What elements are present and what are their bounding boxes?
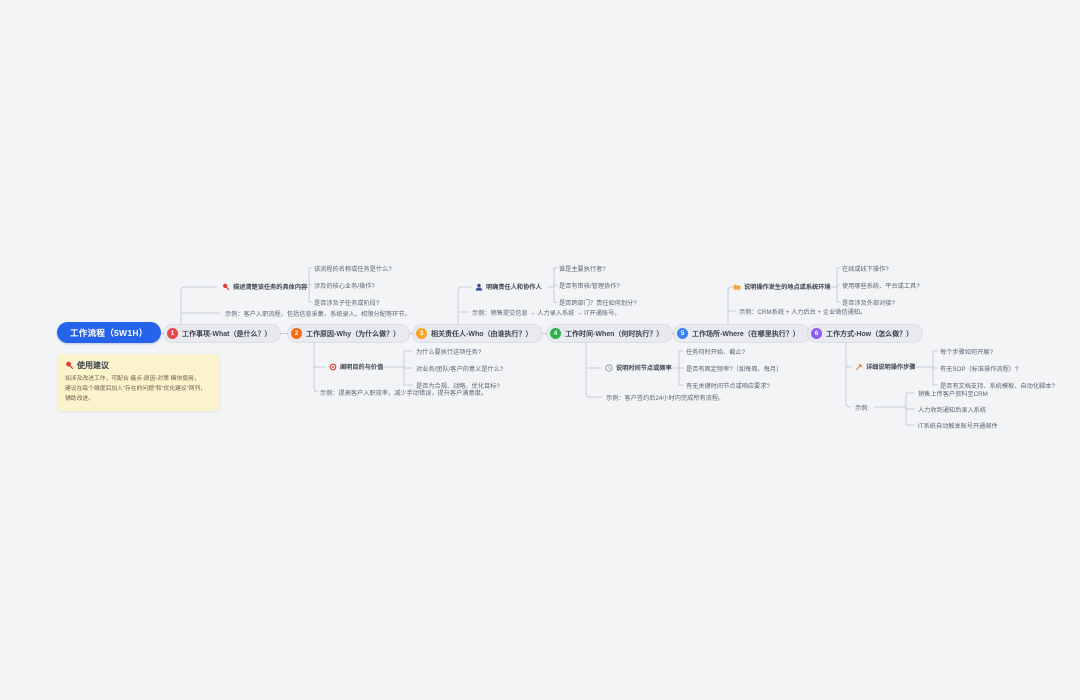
question-item[interactable]: 使用哪些系统、平台或工具? [842, 283, 920, 290]
branch-label: 工作时间-When（何时执行？） [565, 330, 664, 338]
usage-note[interactable]: 使用建议 如涉及改进工作，可配合 痛点-原因-对策 模块使用， 建议在每个维度后… [57, 354, 219, 412]
branch-label: 相关责任人-Who（由谁执行？） [431, 330, 533, 338]
question-item[interactable]: 为什么要执行这项任务? [416, 349, 482, 356]
example-step[interactable]: 销售上传客户资料至CRM [918, 391, 988, 398]
tools-icon [856, 363, 863, 370]
example-item[interactable]: 示例：客户签约后24小时内完成所有流程。 [606, 395, 725, 402]
branch-label: 工作场所-Where（在哪里执行？） [692, 330, 800, 338]
topic-what[interactable]: 描述清楚该任务的具体内容 [222, 282, 307, 291]
branch-number-badge: 6 [811, 328, 822, 339]
topic-label: 阐明目的与价值 [340, 364, 384, 371]
question-item[interactable]: 有无SOP（标准操作流程）? [940, 366, 1019, 373]
pin-icon [223, 283, 230, 290]
question-item[interactable]: 任务何时开始、截止? [686, 349, 746, 356]
folder-icon [733, 284, 741, 290]
question-item[interactable]: 涉及的核心业务/操作? [314, 283, 375, 290]
pin-icon [66, 361, 74, 370]
topic-label: 说明操作发生的地点或系统环境 [744, 284, 831, 291]
root-label: 工作流程（5W1H） [70, 327, 148, 338]
topic-where[interactable]: 说明操作发生的地点或系统环境 [733, 282, 831, 291]
note-line: 建议在每个维度后加入“存在的问题”和“优化建议”两列， [65, 386, 207, 393]
question-item[interactable]: 是否有审核/管理协作? [559, 283, 620, 290]
branch-number-badge: 3 [416, 328, 427, 339]
branch-node-how[interactable]: 6 工作方式-How（怎么做？） [808, 325, 923, 342]
question-item[interactable]: 在线或线下操作? [842, 266, 889, 273]
topic-why[interactable]: 阐明目的与价值 [329, 362, 383, 371]
example-item[interactable]: 示例：销售提交信息 → 人力录入系统 → IT开通账号。 [472, 310, 621, 317]
note-line: 辅助改进。 [65, 396, 94, 403]
branch-label: 工作事项-What（是什么？） [182, 330, 272, 338]
question-item[interactable]: 对业务/团队/客户的意义是什么? [416, 366, 504, 373]
question-item[interactable]: 是否涉及外部对接? [842, 300, 895, 307]
branch-node-who[interactable]: 3 相关责任人-Who（由谁执行？） [413, 325, 542, 342]
question-item[interactable]: 该流程的名称或任务是什么? [314, 266, 392, 273]
root-node[interactable]: 工作流程（5W1H） [57, 322, 161, 343]
question-item[interactable]: 有无关键时间节点或响应要求? [686, 383, 770, 390]
example-item[interactable]: 示例：CRM系统 + 人力后台 + 企业微信通知。 [739, 309, 867, 316]
example-item[interactable]: 示例：客户入职流程，包括信息采集、系统录入、权限分配等环节。 [225, 311, 411, 318]
question-item[interactable]: 是否涉及子任务或阶段? [314, 300, 380, 307]
question-item[interactable]: 是否跨部门？责任如何划分? [559, 300, 637, 307]
example-item[interactable]: 示例：提高客户入职效率，减少手动错误，提升客户满意度。 [320, 390, 488, 397]
topic-how[interactable]: 详细说明操作步骤 [855, 362, 916, 371]
topic-label: 说明时间节点或频率 [616, 365, 672, 372]
question-item[interactable]: 是否有固定频率?（如每周、每月） [686, 366, 783, 373]
question-item[interactable]: 每个步骤如何开展? [940, 349, 993, 356]
branch-number-badge: 5 [677, 328, 688, 339]
question-item[interactable]: 是否为合规、战略、优化目标? [416, 383, 500, 390]
topic-label: 明确责任人和协作人 [486, 284, 542, 291]
topic-who[interactable]: 明确责任人和协作人 [475, 282, 542, 291]
topic-label: 描述清楚该任务的具体内容 [233, 284, 308, 291]
example-step[interactable]: IT系统自动触发账号开通邮件 [918, 423, 998, 430]
note-line: 如涉及改进工作，可配合 痛点-原因-对策 模块使用， [65, 376, 200, 382]
clock-icon [605, 363, 613, 372]
branch-number-badge: 1 [167, 328, 178, 339]
topic-when[interactable]: 说明时间节点或频率 [605, 363, 672, 372]
branch-node-what[interactable]: 1 工作事项-What（是什么？） [164, 325, 281, 342]
branch-node-when[interactable]: 4 工作时间-When（何时执行？） [547, 325, 673, 342]
example-label[interactable]: 示例: [855, 405, 870, 412]
topic-label: 详细说明操作步骤 [866, 364, 916, 371]
note-title: 使用建议 [77, 361, 109, 370]
person-icon [475, 283, 483, 291]
branch-number-badge: 4 [550, 328, 561, 339]
branch-node-why[interactable]: 2 工作原因-Why（为什么做？） [288, 325, 410, 342]
branch-node-where[interactable]: 5 工作场所-Where（在哪里执行？） [674, 325, 809, 342]
question-item[interactable]: 是否有文档支持、系统模板、自动化脚本? [940, 383, 1055, 390]
target-icon [329, 363, 337, 370]
branch-number-badge: 2 [291, 328, 302, 339]
branch-label: 工作原因-Why（为什么做？） [306, 330, 401, 338]
example-step[interactable]: 人力收到通知后录入系统 [918, 407, 987, 414]
question-item[interactable]: 谁是主要执行者? [559, 266, 606, 273]
branch-label: 工作方式-How（怎么做？） [826, 330, 914, 338]
